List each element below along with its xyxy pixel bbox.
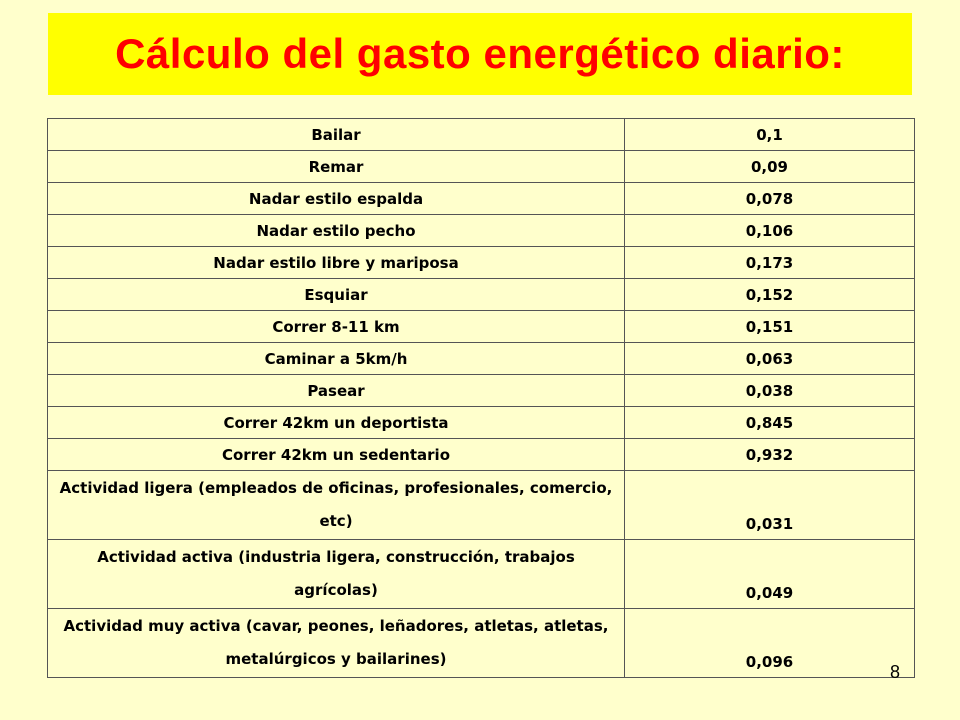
value-cell: 0,932 [624,438,915,471]
slide-number: 8 [889,662,900,682]
value-cell: 0,106 [624,214,915,247]
activity-cell: Caminar a 5km/h [47,342,625,375]
value-cell: 0,063 [624,342,915,375]
table-row: Caminar a 5km/h 0,063 [47,342,915,375]
table-row: Nadar estilo libre y mariposa 0,173 [47,246,915,279]
activity-cell: Actividad activa (industria ligera, cons… [47,539,625,609]
activity-cell: Correr 42km un deportista [47,406,625,439]
value-cell: 0,845 [624,406,915,439]
table-row: Correr 8-11 km 0,151 [47,310,915,343]
value-cell: 0,049 [624,539,915,609]
table-row: Actividad muy activa (cavar, peones, leñ… [47,608,915,678]
table-row: Remar 0,09 [47,150,915,183]
value-cell: 0,096 [624,608,915,678]
page-title: Cálculo del gasto energético diario: [115,30,845,77]
table-row: Esquiar 0,152 [47,278,915,311]
value-cell: 0,152 [624,278,915,311]
activity-cell: Nadar estilo espalda [47,182,625,215]
table-row: Correr 42km un deportista 0,845 [47,406,915,439]
activity-cell: Actividad ligera (empleados de oficinas,… [47,470,625,540]
activity-cell: Remar [47,150,625,183]
table-row: Correr 42km un sedentario 0,932 [47,438,915,471]
activity-cell: Correr 42km un sedentario [47,438,625,471]
activity-cell: Esquiar [47,278,625,311]
value-cell: 0,031 [624,470,915,540]
value-cell: 0,078 [624,182,915,215]
activity-cell: Nadar estilo libre y mariposa [47,246,625,279]
activity-cell: Actividad muy activa (cavar, peones, leñ… [47,608,625,678]
activity-cell: Bailar [47,118,625,151]
activity-cell: Nadar estilo pecho [47,214,625,247]
value-cell: 0,151 [624,310,915,343]
activity-cell: Correr 8-11 km [47,310,625,343]
value-cell: 0,1 [624,118,915,151]
table-row: Nadar estilo pecho 0,106 [47,214,915,247]
value-cell: 0,09 [624,150,915,183]
value-cell: 0,038 [624,374,915,407]
table-row: Bailar 0,1 [47,118,915,151]
table-row: Actividad activa (industria ligera, cons… [47,539,915,609]
table-row: Pasear 0,038 [47,374,915,407]
activity-cell: Pasear [47,374,625,407]
title-band: Cálculo del gasto energético diario: [48,13,912,95]
value-cell: 0,173 [624,246,915,279]
activity-table: Bailar 0,1 Remar 0,09 Nadar estilo espal… [47,118,915,678]
table-row: Actividad ligera (empleados de oficinas,… [47,470,915,540]
table-row: Nadar estilo espalda 0,078 [47,182,915,215]
